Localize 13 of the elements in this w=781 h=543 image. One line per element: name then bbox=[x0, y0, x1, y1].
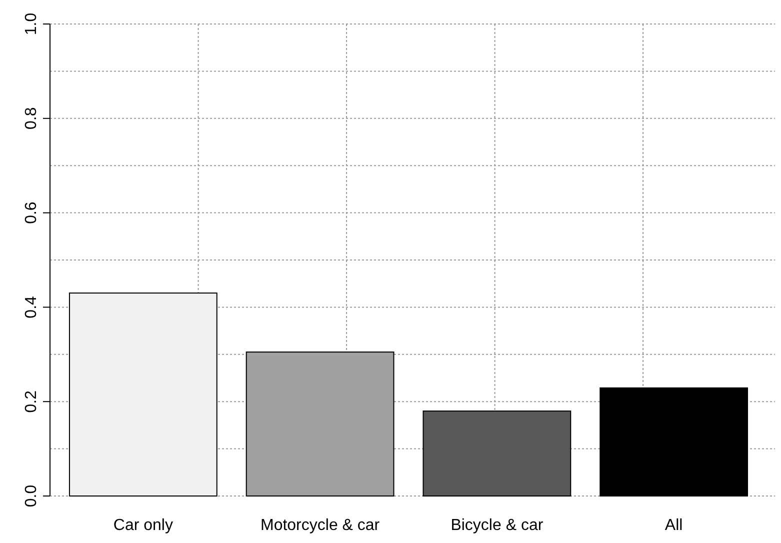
y-tick-label: 0.6 bbox=[23, 202, 40, 224]
x-tick-label: Motorcycle & car bbox=[260, 517, 380, 534]
y-tick-label: 0.2 bbox=[23, 390, 40, 413]
x-tick-label: All bbox=[664, 517, 683, 534]
x-tick-label: Bicycle & car bbox=[450, 517, 544, 534]
y-tick-label: 0.0 bbox=[23, 484, 40, 508]
y-tick-label: 1.0 bbox=[23, 12, 40, 36]
bar bbox=[68, 292, 218, 496]
y-tick-label: 0.8 bbox=[23, 107, 40, 130]
bar bbox=[600, 387, 748, 496]
x-tick-label: Car only bbox=[113, 517, 173, 534]
bar bbox=[422, 410, 572, 496]
y-tick-label: 0.4 bbox=[23, 296, 40, 318]
